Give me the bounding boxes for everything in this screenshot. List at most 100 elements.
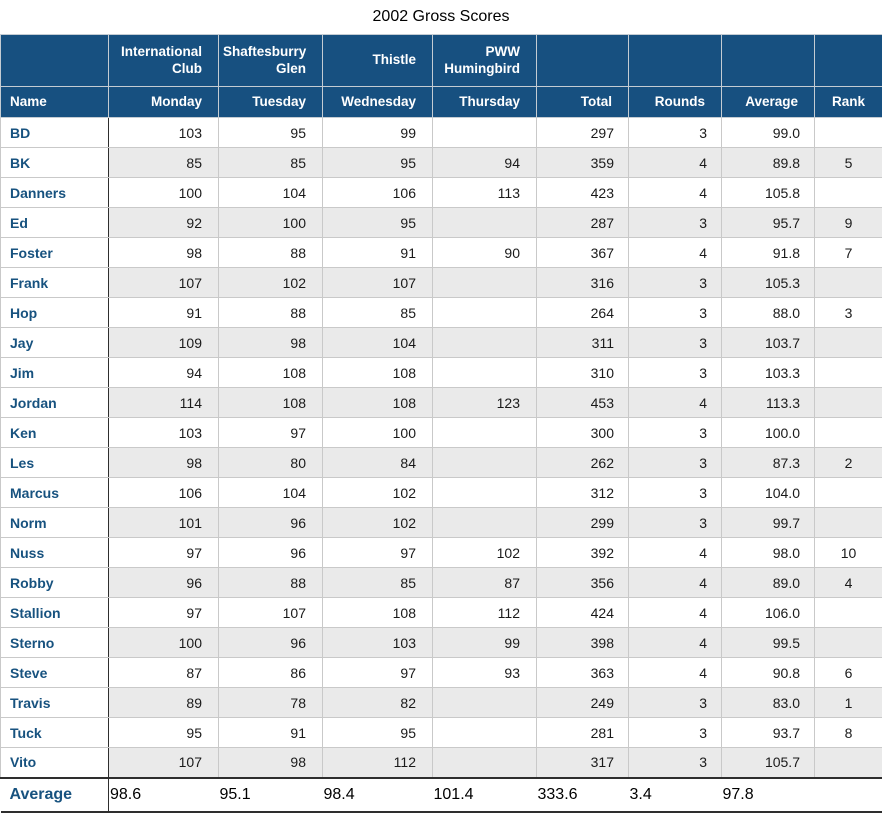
wednesday-cell: 95 [322,207,433,238]
monday-cell: 109 [108,327,219,358]
rounds-cell: 3 [628,207,722,238]
name-cell: Jay [0,327,109,358]
monday-cell: 97 [108,597,219,628]
wednesday-cell: 104 [322,327,433,358]
rank-cell [814,507,882,538]
rank-cell [814,627,882,658]
average-cell: 91.8 [721,237,815,268]
average-cell: 105.7 [721,747,815,778]
total-column-header: Total [536,86,629,118]
rank-cell: 3 [814,297,882,328]
tuesday-cell: 78 [218,687,323,718]
average-cell: 99.5 [721,627,815,658]
average-average-cell: 97.8 [721,776,815,813]
rounds-cell: 4 [628,567,722,598]
thursday-cell [432,687,537,718]
name-cell: Nuss [0,537,109,568]
monday-cell: 92 [108,207,219,238]
rounds-cell: 3 [628,717,722,748]
total-cell: 287 [536,207,629,238]
average-cell: 95.7 [721,207,815,238]
table-row: Stallion 97 107 108 112 424 4 106.0 [0,597,882,628]
table-body: BD 103 95 99 297 3 99.0 BK 85 85 95 94 359 4 89.8 5 Dann… [0,117,882,778]
rank-cell [814,267,882,298]
monday-cell: 89 [108,687,219,718]
average-cell: 83.0 [721,687,815,718]
total-cell: 453 [536,387,629,418]
rounds-cell: 4 [628,597,722,628]
thursday-cell: 90 [432,237,537,268]
tuesday-cell: 88 [218,567,323,598]
table-row: Jim 94 108 108 310 3 103.3 [0,357,882,388]
tuesday-cell: 97 [218,417,323,448]
monday-cell: 106 [108,477,219,508]
name-cell: Hop [0,297,109,328]
thursday-cell: 99 [432,627,537,658]
monday-column-header: Monday [108,86,219,118]
average-monday-cell: 98.6 [108,776,219,813]
wednesday-cell: 112 [322,747,433,778]
table-row: Vito 107 98 112 317 3 105.7 [0,747,882,778]
tuesday-cell: 85 [218,147,323,178]
table-row: Danners 100 104 106 113 423 4 105.8 [0,177,882,208]
rounds-column-header: Rounds [628,86,722,118]
table-row: Robby 96 88 85 87 356 4 89.0 4 [0,567,882,598]
table-row: Nuss 97 96 97 102 392 4 98.0 10 [0,537,882,568]
name-cell: BD [0,117,109,148]
wednesday-cell: 102 [322,477,433,508]
thursday-cell [432,477,537,508]
wednesday-cell: 103 [322,627,433,658]
total-cell: 300 [536,417,629,448]
total-cell: 312 [536,477,629,508]
total-cell: 363 [536,657,629,688]
monday-cell: 98 [108,447,219,478]
wednesday-cell: 95 [322,717,433,748]
average-wednesday-cell: 98.4 [322,776,433,813]
table-row: Ken 103 97 100 300 3 100.0 [0,417,882,448]
average-cell: 99.0 [721,117,815,148]
average-cell: 89.8 [721,147,815,178]
average-cell: 106.0 [721,597,815,628]
thursday-cell [432,357,537,388]
monday-cell: 96 [108,567,219,598]
tuesday-cell: 96 [218,537,323,568]
thursday-cell: 112 [432,597,537,628]
total-cell: 424 [536,597,629,628]
tuesday-cell: 102 [218,267,323,298]
rounds-cell: 3 [628,507,722,538]
average-cell: 90.8 [721,657,815,688]
table-row: Foster 98 88 91 90 367 4 91.8 7 [0,237,882,268]
average-cell: 105.3 [721,267,815,298]
tuesday-cell: 104 [218,177,323,208]
table-row: Marcus 106 104 102 312 3 104.0 [0,477,882,508]
total-cell: 311 [536,327,629,358]
thursday-course-header: PWW Humingbird [432,34,537,87]
wednesday-course-header: Thistle [322,34,433,87]
tuesday-cell: 95 [218,117,323,148]
monday-course-header: International Club [108,34,219,87]
name-course-header [0,34,109,87]
tuesday-cell: 100 [218,207,323,238]
average-cell: 88.0 [721,297,815,328]
total-cell: 310 [536,357,629,388]
rank-cell: 7 [814,237,882,268]
rounds-cell: 4 [628,177,722,208]
wednesday-cell: 102 [322,507,433,538]
total-cell: 297 [536,117,629,148]
tuesday-cell: 96 [218,507,323,538]
total-cell: 359 [536,147,629,178]
thursday-cell [432,747,537,778]
name-cell: Sterno [0,627,109,658]
name-cell: Robby [0,567,109,598]
monday-cell: 95 [108,717,219,748]
table-row: Ed 92 100 95 287 3 95.7 9 [0,207,882,238]
average-total-cell: 333.6 [536,776,629,813]
rounds-cell: 3 [628,747,722,778]
name-cell: Frank [0,267,109,298]
rank-cell: 8 [814,717,882,748]
monday-cell: 101 [108,507,219,538]
total-cell: 316 [536,267,629,298]
thursday-column-header: Thursday [432,86,537,118]
average-cell: 99.7 [721,507,815,538]
rank-cell [814,117,882,148]
